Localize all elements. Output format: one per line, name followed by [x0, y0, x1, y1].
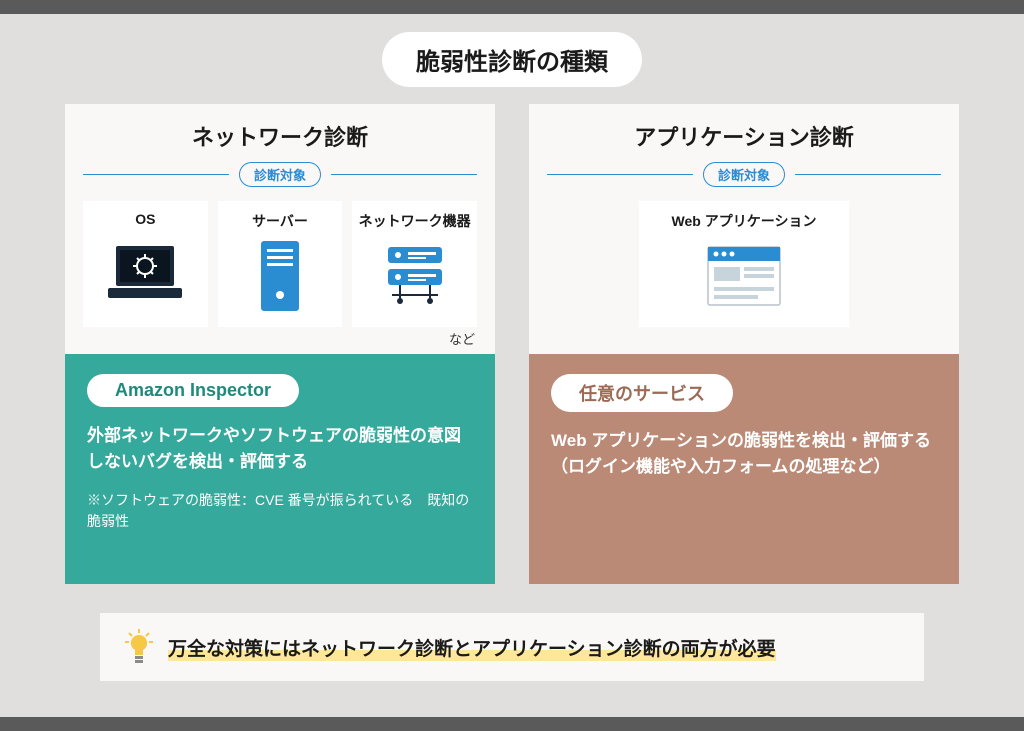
target-label: サーバー — [252, 211, 308, 231]
line — [83, 174, 229, 176]
desc-box-app: 任意のサービス Web アプリケーションの脆弱性を検出・評価する（ログイン機能や… — [529, 354, 959, 584]
footer-text: 万全な対策にはネットワーク診断とアプリケーション診断の両方が必要 — [168, 634, 776, 661]
top-bar — [0, 0, 1024, 14]
line — [795, 174, 941, 176]
service-pill: 任意のサービス — [551, 374, 733, 412]
page-title: 脆弱性診断の種類 — [382, 32, 642, 87]
panels-row: ネットワーク診断 診断対象 OS — [65, 104, 959, 584]
panel-header: アプリケーション診断 診断対象 — [529, 104, 959, 187]
main-container: 脆弱性診断の種類 ネットワーク診断 診断対象 OS — [0, 14, 1024, 717]
target-network-device: ネットワーク機器 — [352, 201, 477, 327]
badge-row: 診断対象 — [547, 162, 941, 187]
target-label: OS — [135, 211, 155, 227]
badge-row: 診断対象 — [83, 162, 477, 187]
desc-box-network: Amazon Inspector 外部ネットワークやソフトウェアの脆弱性の意図し… — [65, 354, 495, 584]
desc-text: 外部ネットワークやソフトウェアの脆弱性の意図しないバグを検出・評価する — [87, 423, 473, 476]
target-badge: 診断対象 — [703, 162, 785, 187]
service-pill: Amazon Inspector — [87, 374, 299, 407]
desc-text: Web アプリケーションの脆弱性を検出・評価する（ログイン機能や入力フォームの処… — [551, 428, 937, 481]
web-app-icon — [702, 241, 786, 311]
target-os: OS — [83, 201, 208, 327]
targets-row: Web アプリケーション — [529, 187, 959, 333]
panel-header: ネットワーク診断 診断対象 — [65, 104, 495, 187]
etc-label: など — [65, 329, 495, 354]
lightbulb-icon — [124, 629, 154, 665]
network-device-icon — [380, 241, 450, 311]
panel-application: アプリケーション診断 診断対象 Web アプリケーション — [529, 104, 959, 584]
line — [547, 174, 693, 176]
bottom-bar — [0, 717, 1024, 731]
panel-title: ネットワーク診断 — [65, 120, 495, 152]
target-web-app: Web アプリケーション — [639, 201, 849, 327]
footer-callout: 万全な対策にはネットワーク診断とアプリケーション診断の両方が必要 — [100, 613, 924, 681]
target-server: サーバー — [218, 201, 343, 327]
etc-spacer — [529, 333, 959, 354]
panel-network: ネットワーク診断 診断対象 OS — [65, 104, 495, 584]
panel-title: アプリケーション診断 — [529, 120, 959, 152]
targets-row: OS — [65, 187, 495, 329]
target-label: ネットワーク機器 — [359, 211, 471, 231]
laptop-icon — [106, 237, 184, 307]
server-icon — [255, 241, 305, 311]
target-label: Web アプリケーション — [672, 211, 817, 231]
line — [331, 174, 477, 176]
target-badge: 診断対象 — [239, 162, 321, 187]
desc-note: ※ソフトウェアの脆弱性：CVE 番号が振られている 既知の脆弱性 — [87, 490, 473, 532]
